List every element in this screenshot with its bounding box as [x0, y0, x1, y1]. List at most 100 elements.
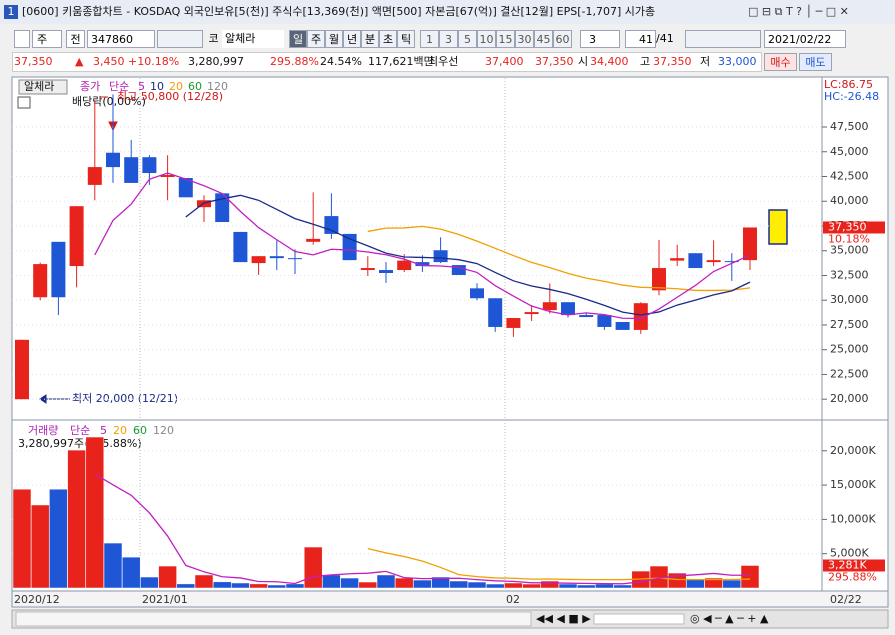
interval-button[interactable]: 일 — [289, 30, 307, 48]
quote-item: 37,350 — [653, 55, 692, 68]
interval-button[interactable]: 주 — [307, 30, 325, 48]
candle-body — [415, 262, 430, 267]
tool-icons[interactable] — [157, 30, 203, 48]
quote-item: 시 — [578, 55, 589, 68]
interval-button[interactable]: 년 — [343, 30, 361, 48]
window-controls[interactable] — [742, 3, 892, 21]
quote-item: +10.18% — [128, 55, 180, 68]
legend-item: 5 — [100, 424, 107, 437]
candle-body — [160, 175, 175, 177]
legend-item: 단순 — [109, 80, 129, 93]
volume-bar — [686, 578, 705, 589]
legend-item: 120 — [153, 424, 174, 437]
candle-body — [579, 315, 594, 318]
minute-button[interactable]: 45 — [534, 30, 553, 48]
y-tick-label: 30,000 — [830, 293, 869, 306]
candle-body — [524, 312, 539, 315]
volume-ma20-line — [367, 547, 751, 581]
legend-item: 20 — [113, 424, 127, 437]
candle-body — [633, 303, 648, 330]
table-icon — [17, 96, 31, 109]
volume-bar — [613, 584, 632, 589]
page[interactable]: 41 — [625, 30, 656, 48]
y-tick-label: 35,000 — [830, 244, 869, 257]
volume-bar — [540, 580, 560, 589]
legend-item: 단순 — [70, 424, 90, 437]
quote-item: 3,450 — [93, 55, 125, 68]
volume-bar — [322, 574, 341, 589]
count-step[interactable]: 3 — [580, 30, 620, 48]
chart-frame — [11, 76, 889, 592]
candle-body — [233, 231, 248, 263]
legend-item: 5 — [138, 80, 145, 93]
minute-button[interactable]: 3 — [439, 30, 458, 48]
candle-body — [743, 227, 757, 261]
high-annotation: 최고 50,800 (12/28) — [117, 90, 223, 103]
volume-bar — [504, 582, 523, 589]
volume-bar — [121, 556, 141, 589]
scroll-buttons[interactable]: ◀◀ ◀ ■ ▶ — [536, 612, 591, 625]
layout-icon[interactable] — [14, 30, 30, 48]
volume-bar — [595, 583, 614, 589]
volume-bar — [340, 577, 359, 589]
interval-button[interactable]: 분 — [361, 30, 379, 48]
volume-bar — [85, 436, 105, 589]
ex-dividend: 배당락(0,00%) — [72, 95, 146, 108]
interval-button[interactable]: 월 — [325, 30, 343, 48]
period-type[interactable]: 주 — [32, 30, 62, 48]
candle-body — [652, 268, 666, 291]
ma20-line — [367, 225, 751, 292]
x-tick-label: 02 — [506, 593, 520, 606]
legend-item: 10 — [150, 80, 164, 93]
buy-button[interactable]: 매수 — [764, 53, 797, 71]
candle-body — [688, 253, 703, 269]
toolbar-area: 주 전 347860 코 알체라 일 주 월 년 분 초 틱 1 3 5 10 15 30 45 60 3 41/41 20… — [0, 26, 895, 76]
minute-button[interactable]: 15 — [496, 30, 515, 48]
scroll-thumb[interactable] — [15, 611, 532, 627]
candle-body — [15, 339, 29, 400]
volume-bar — [740, 565, 760, 589]
quote-item: 최우선 — [428, 55, 459, 68]
interval-button[interactable]: 틱 — [397, 30, 415, 48]
window-controls-icons[interactable]: □ ⊟ ⧉ T ? │ ─ □ ✕ — [748, 4, 849, 18]
candle-body — [215, 193, 230, 223]
quote-item: 34,400 — [590, 55, 629, 68]
minute-button[interactable]: 10 — [477, 30, 496, 48]
minute-button[interactable]: 30 — [515, 30, 534, 48]
volume-bar — [449, 580, 469, 589]
stock-name[interactable]: 알체라 — [222, 30, 284, 48]
volume-bar — [231, 582, 250, 589]
volume-bar — [303, 546, 323, 589]
setting-icons[interactable] — [685, 30, 761, 48]
last-volume-tag — [823, 559, 885, 572]
date-input[interactable]: 2021/02/22 — [764, 30, 846, 48]
zoom-buttons[interactable]: ◎ ◀ ─ ▲ ─ + ▲ — [690, 612, 769, 625]
candle-body — [615, 321, 630, 330]
volume-bar — [103, 542, 123, 589]
minute-button[interactable]: 60 — [553, 30, 572, 48]
legend-item: 60 — [188, 80, 202, 93]
y-tick-label: 5,000K — [830, 547, 869, 560]
minute-button[interactable]: 5 — [458, 30, 477, 48]
candle-body — [87, 167, 102, 185]
volume-bar — [522, 583, 541, 589]
zoom-slider[interactable] — [593, 613, 685, 625]
volume-bar — [67, 449, 86, 589]
legend-item: 120 — [207, 80, 228, 93]
app-badge: 1 — [8, 5, 15, 18]
app-icon — [4, 5, 18, 19]
y-tick-label: 45,000 — [830, 145, 869, 158]
volume-bar — [394, 577, 414, 589]
volume-bar — [212, 581, 232, 589]
prev-button[interactable]: 전 — [66, 30, 85, 48]
volume-bar — [285, 583, 305, 589]
quote-item: ▲ — [75, 55, 84, 68]
volume-bar — [558, 583, 578, 589]
minute-button[interactable]: 1 — [420, 30, 439, 48]
y-tick-label: 42,500 — [830, 170, 869, 183]
code-input[interactable]: 347860 — [87, 30, 155, 48]
interval-button[interactable]: 초 — [379, 30, 397, 48]
candle-body — [488, 298, 503, 327]
quote-item: 24.54% — [320, 55, 362, 68]
sell-button[interactable]: 매도 — [799, 53, 832, 71]
